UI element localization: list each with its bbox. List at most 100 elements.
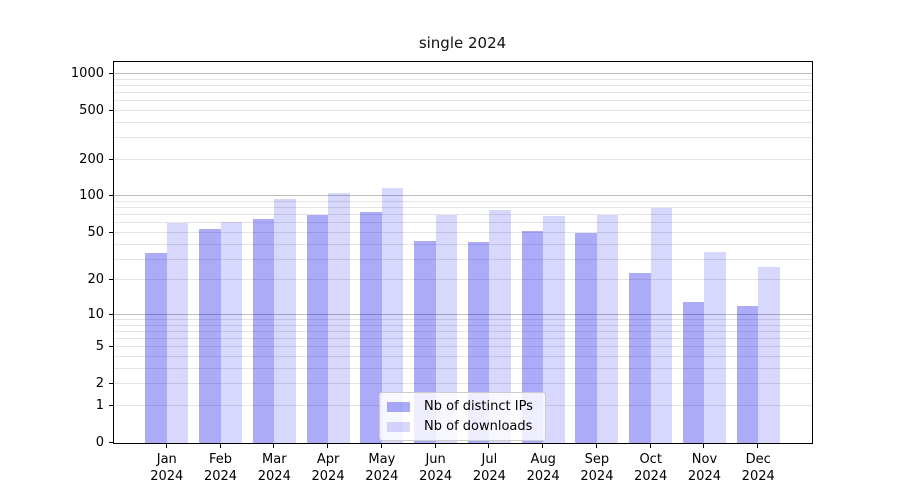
gridline — [114, 319, 812, 320]
gridline — [114, 338, 812, 339]
bar-ips-apr — [306, 215, 329, 443]
legend-label-downloads: Nb of downloads — [424, 419, 533, 434]
x-tick — [273, 444, 274, 448]
x-tick-month: Mar — [262, 452, 287, 467]
x-tick-year: 2024 — [150, 469, 184, 484]
gridline — [114, 356, 812, 357]
y-axis-line — [113, 61, 114, 443]
x-tick-year: 2024 — [472, 469, 506, 484]
legend-entry-downloads: Nb of downloads — [387, 419, 537, 434]
gridline — [114, 85, 812, 86]
legend-entry-distinct-ips: Nb of distinct IPs — [387, 399, 537, 414]
x-tick-label: Nov 2024 — [662, 451, 746, 485]
gridline — [114, 259, 812, 260]
bar-downloads-aug — [543, 216, 565, 443]
x-tick-label: Feb 2024 — [179, 451, 263, 485]
x-tick-year: 2024 — [203, 469, 238, 484]
x-tick-month: Jul — [481, 452, 498, 467]
gridline — [114, 331, 812, 332]
x-tick-label: Jan 2024 — [125, 451, 209, 485]
x-tick — [757, 444, 758, 448]
x-tick-label: Aug 2024 — [501, 451, 585, 485]
y-tick — [109, 314, 113, 315]
bar-downloads-jan — [166, 222, 189, 443]
x-tick — [488, 444, 489, 448]
gridline — [114, 207, 812, 208]
gridline — [114, 279, 812, 280]
x-tick — [435, 444, 436, 448]
x-tick — [650, 444, 651, 448]
x-tick-year: 2024 — [634, 469, 668, 484]
x-tick-year: 2024 — [580, 469, 614, 484]
y-tick-label: 5 — [95, 339, 104, 355]
bar-ips-aug — [521, 230, 544, 443]
y-tick — [109, 159, 113, 160]
bar-downloads-feb — [220, 221, 243, 443]
legend: Nb of distinct IPs Nb of downloads — [379, 392, 546, 441]
downloads-swatch — [387, 421, 410, 432]
gridline — [114, 368, 812, 369]
gridline — [114, 79, 812, 80]
x-tick-month: Feb — [209, 452, 233, 467]
x-tick-label: Jul 2024 — [447, 451, 531, 485]
gridline — [114, 159, 812, 160]
top-spine — [113, 61, 813, 62]
y-tick-label: 1 — [95, 397, 104, 413]
y-tick — [109, 73, 113, 74]
x-tick-label: Sep 2024 — [555, 451, 639, 485]
gridline — [114, 214, 812, 215]
x-tick-month: Oct — [639, 452, 662, 467]
bar-downloads-jun — [435, 215, 458, 443]
x-tick-month: Jun — [425, 452, 446, 467]
y-tick — [109, 279, 113, 280]
x-tick — [220, 444, 221, 448]
bar-ips-may — [360, 211, 382, 443]
gridline — [114, 73, 812, 74]
bar-downloads-mar — [274, 199, 296, 443]
y-tick — [109, 383, 113, 384]
bar-downloads-sep — [596, 215, 619, 443]
y-tick — [109, 346, 113, 347]
x-tick — [166, 444, 167, 448]
gridline — [114, 244, 812, 245]
y-tick — [109, 232, 113, 233]
x-tick-month: Dec — [745, 452, 771, 467]
x-tick — [381, 444, 382, 448]
x-tick-year: 2024 — [257, 469, 291, 484]
gridline — [114, 92, 812, 93]
legend-label-distinct-ips: Nb of distinct IPs — [424, 399, 533, 414]
bar-downloads-nov — [704, 251, 726, 443]
bar-ips-nov — [682, 302, 705, 443]
bar-ips-dec — [736, 305, 759, 443]
y-tick-label: 100 — [79, 188, 104, 204]
x-tick-month: Jan — [156, 452, 177, 467]
gridline — [114, 195, 812, 196]
y-tick-label: 1000 — [70, 65, 104, 81]
y-tick — [109, 405, 113, 406]
y-tick-label: 2 — [95, 376, 104, 392]
distinct-ips-swatch — [387, 401, 410, 412]
y-tick-label: 10 — [87, 306, 104, 322]
y-tick-label: 50 — [87, 224, 104, 240]
x-tick-label: May 2024 — [340, 451, 424, 485]
x-tick-month: Apr — [316, 452, 340, 467]
x-tick-month: Aug — [530, 452, 556, 467]
x-tick-label: Jun 2024 — [394, 451, 478, 485]
gridline — [114, 325, 812, 326]
gridline — [114, 110, 812, 111]
x-tick-month: Nov — [691, 452, 718, 467]
bar-downloads-oct — [650, 208, 673, 443]
bar-downloads-apr — [328, 193, 350, 443]
x-tick-year: 2024 — [741, 469, 775, 484]
gridline — [114, 122, 812, 123]
y-tick — [109, 442, 113, 443]
x-tick — [596, 444, 597, 448]
x-tick-year: 2024 — [687, 469, 721, 484]
gridline — [114, 100, 812, 101]
gridline — [114, 137, 812, 138]
gridline — [114, 201, 812, 202]
gridline — [114, 346, 812, 347]
bar-downloads-dec — [758, 266, 780, 443]
